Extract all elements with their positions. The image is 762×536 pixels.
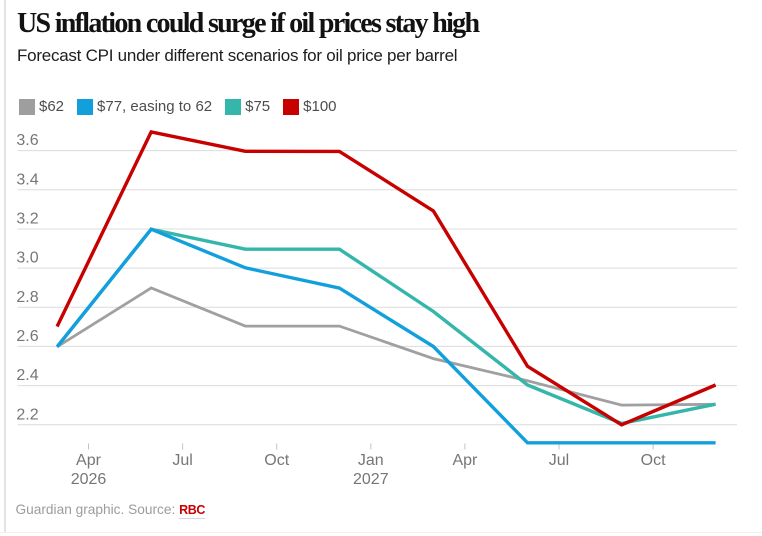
svg-text:2.4: 2.4 [16, 367, 38, 384]
svg-text:Oct: Oct [264, 452, 289, 469]
svg-text:2.8: 2.8 [16, 289, 38, 306]
svg-text:2.2: 2.2 [16, 406, 38, 423]
svg-text:3.2: 3.2 [16, 211, 38, 228]
svg-text:Jan: Jan [358, 452, 384, 469]
svg-text:Jul: Jul [172, 452, 192, 469]
svg-text:Jul: Jul [549, 452, 569, 469]
svg-text:Oct: Oct [641, 452, 666, 469]
svg-text:3.6: 3.6 [16, 132, 38, 149]
svg-text:3.0: 3.0 [16, 250, 38, 267]
svg-text:2026: 2026 [71, 471, 107, 488]
svg-text:2.6: 2.6 [16, 328, 38, 345]
svg-text:Apr: Apr [76, 452, 102, 469]
svg-text:2027: 2027 [353, 471, 389, 488]
svg-text:3.4: 3.4 [16, 171, 38, 188]
svg-text:Apr: Apr [452, 452, 478, 469]
